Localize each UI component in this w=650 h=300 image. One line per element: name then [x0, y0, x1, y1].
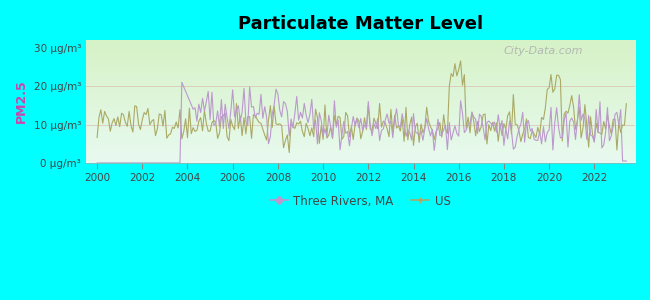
Title: Particulate Matter Level: Particulate Matter Level — [238, 15, 483, 33]
Legend: Three Rivers, MA, US: Three Rivers, MA, US — [265, 190, 456, 212]
Y-axis label: PM2.5: PM2.5 — [15, 80, 28, 123]
Text: City-Data.com: City-Data.com — [503, 46, 582, 56]
